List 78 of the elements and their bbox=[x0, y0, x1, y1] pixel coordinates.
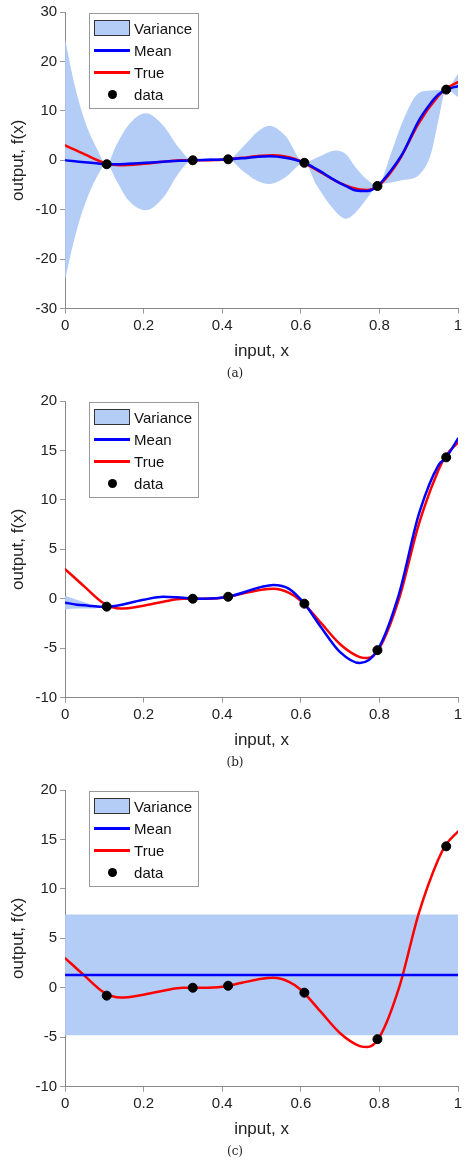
point bbox=[299, 987, 310, 998]
x-tick-label: 0 bbox=[60, 315, 70, 333]
point bbox=[223, 980, 234, 991]
point bbox=[299, 157, 310, 168]
text: (c) bbox=[225, 1144, 245, 1158]
x-tick-label: 0.8 bbox=[368, 1093, 390, 1111]
x-tick-label: 1 bbox=[453, 315, 463, 333]
x-tick-label: 1 bbox=[453, 1093, 463, 1111]
y-tick-label: 30 bbox=[40, 2, 58, 20]
point bbox=[187, 593, 198, 604]
x-tick-label: 0.8 bbox=[368, 704, 390, 722]
y-tick-label: 10 bbox=[40, 490, 58, 508]
annotation: Variance bbox=[134, 408, 193, 426]
point bbox=[101, 159, 112, 170]
x-tick-label: 0.2 bbox=[133, 704, 155, 722]
y-tick-label: 10 bbox=[40, 101, 58, 119]
x-tick-label: 0.4 bbox=[211, 1093, 233, 1111]
x-tick-label: 0.6 bbox=[290, 704, 312, 722]
point bbox=[101, 990, 112, 1001]
x-tick-label: 0 bbox=[60, 704, 70, 722]
point bbox=[187, 155, 198, 166]
y-tick-label: 20 bbox=[40, 51, 58, 69]
point bbox=[223, 154, 234, 165]
point bbox=[372, 1034, 383, 1045]
x-axis-title: input, x bbox=[234, 1119, 290, 1139]
x-tick-label: 0 bbox=[60, 1093, 70, 1111]
point bbox=[372, 181, 383, 192]
y-tick-label: -10 bbox=[35, 1076, 58, 1094]
point bbox=[441, 452, 452, 463]
y-tick-label: 5 bbox=[48, 928, 58, 946]
legend-label: data bbox=[134, 474, 164, 492]
x-tick-label: 0.4 bbox=[211, 315, 233, 333]
y-tick-label: 15 bbox=[40, 829, 58, 847]
x-axis-title: input, x bbox=[234, 341, 290, 361]
point bbox=[187, 982, 198, 993]
x-tick-label: 0.2 bbox=[133, 1093, 155, 1111]
point bbox=[101, 601, 112, 612]
point bbox=[441, 841, 452, 852]
point bbox=[299, 598, 310, 609]
point bbox=[372, 645, 383, 656]
y-axis-title: output, f(x) bbox=[7, 119, 27, 201]
annotation: Variance bbox=[134, 797, 193, 815]
y-tick-label: 5 bbox=[48, 539, 58, 557]
x-tick-label: 0.2 bbox=[133, 315, 155, 333]
y-tick-label: 20 bbox=[40, 780, 58, 798]
point bbox=[441, 84, 452, 95]
y-tick-label: 10 bbox=[40, 879, 58, 897]
y-tick-label: -5 bbox=[43, 638, 58, 656]
point bbox=[223, 591, 234, 602]
x-tick-label: 0.4 bbox=[211, 704, 233, 722]
legend-label: data bbox=[134, 85, 164, 103]
y-axis-title: output, f(x) bbox=[7, 897, 27, 979]
x-tick-label: 0.8 bbox=[368, 315, 390, 333]
x-tick-label: 1 bbox=[453, 704, 463, 722]
y-tick-label: -5 bbox=[43, 1027, 58, 1045]
x-axis-title: input, x bbox=[234, 730, 290, 750]
text: (a) bbox=[225, 366, 245, 380]
legend-label: True bbox=[134, 841, 165, 859]
y-tick-label: -20 bbox=[35, 249, 58, 267]
y-tick-label: 20 bbox=[40, 391, 58, 409]
y-tick-label: -10 bbox=[35, 199, 58, 217]
y-tick-label: 0 bbox=[48, 588, 58, 606]
legend-label: data bbox=[134, 863, 164, 881]
legend-label: Mean bbox=[134, 430, 172, 448]
legend-label: True bbox=[134, 452, 165, 470]
y-tick-label: 0 bbox=[48, 150, 58, 168]
y-tick-label: 15 bbox=[40, 440, 58, 458]
annotation: Variance bbox=[134, 19, 193, 37]
legend-label: Mean bbox=[134, 819, 172, 837]
legend-label: True bbox=[134, 63, 165, 81]
y-tick-label: -30 bbox=[35, 298, 58, 316]
y-tick-label: 0 bbox=[48, 977, 58, 995]
text: (b) bbox=[225, 755, 245, 769]
y-tick-label: -10 bbox=[35, 687, 58, 705]
y-axis-title: output, f(x) bbox=[7, 508, 27, 590]
x-tick-label: 0.6 bbox=[290, 1093, 312, 1111]
x-tick-label: 0.6 bbox=[290, 315, 312, 333]
legend-label: Mean bbox=[134, 41, 172, 59]
